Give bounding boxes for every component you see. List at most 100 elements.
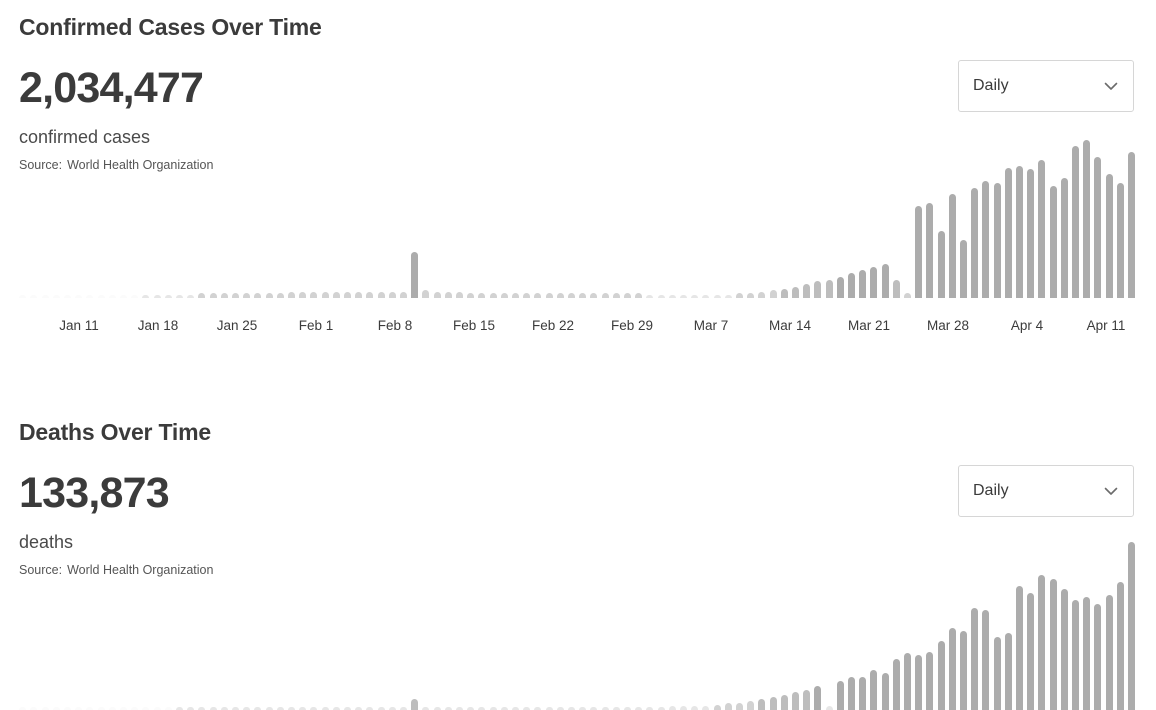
bar[interactable] xyxy=(937,230,945,298)
bar[interactable] xyxy=(814,281,822,298)
bar[interactable] xyxy=(119,295,127,298)
deaths-interval-dropdown[interactable]: Daily xyxy=(958,465,1134,517)
bar[interactable] xyxy=(679,294,687,298)
bar[interactable] xyxy=(859,677,867,710)
bar[interactable] xyxy=(489,293,497,298)
cases-interval-dropdown[interactable]: Daily xyxy=(958,60,1134,112)
bar[interactable] xyxy=(1038,574,1046,710)
bar[interactable] xyxy=(310,291,318,298)
bar[interactable] xyxy=(971,187,979,298)
bar[interactable] xyxy=(444,291,452,298)
bar[interactable] xyxy=(422,290,430,298)
bar[interactable] xyxy=(1049,578,1057,710)
bar[interactable] xyxy=(590,293,598,298)
bar[interactable] xyxy=(287,291,295,298)
bar[interactable] xyxy=(198,293,206,298)
bar[interactable] xyxy=(433,291,441,298)
bar[interactable] xyxy=(691,294,699,298)
bar[interactable] xyxy=(1004,633,1012,710)
bar[interactable] xyxy=(545,293,553,298)
bar[interactable] xyxy=(399,291,407,298)
bar[interactable] xyxy=(881,264,889,298)
bar[interactable] xyxy=(713,294,721,298)
bar[interactable] xyxy=(814,686,822,710)
bar[interactable] xyxy=(19,295,27,298)
bar[interactable] xyxy=(1060,589,1068,710)
bar[interactable] xyxy=(1049,186,1057,298)
bar[interactable] xyxy=(1083,140,1091,298)
bar[interactable] xyxy=(142,295,150,298)
bar[interactable] xyxy=(1004,167,1012,298)
bar[interactable] xyxy=(892,279,900,298)
bar[interactable] xyxy=(164,294,172,298)
bar[interactable] xyxy=(646,294,654,298)
bar[interactable] xyxy=(881,673,889,710)
bar[interactable] xyxy=(567,293,575,298)
bar[interactable] xyxy=(623,293,631,298)
bar[interactable] xyxy=(892,658,900,710)
bar[interactable] xyxy=(982,181,990,298)
bar[interactable] xyxy=(903,293,911,298)
bar[interactable] xyxy=(702,706,710,710)
bar[interactable] xyxy=(803,689,811,710)
bar[interactable] xyxy=(601,293,609,298)
bar[interactable] xyxy=(668,706,676,710)
bar[interactable] xyxy=(1015,585,1023,710)
bar[interactable] xyxy=(791,287,799,298)
bar[interactable] xyxy=(220,293,228,298)
bar[interactable] xyxy=(355,291,363,298)
bar[interactable] xyxy=(747,293,755,298)
bar[interactable] xyxy=(691,706,699,710)
bar[interactable] xyxy=(847,677,855,710)
bar[interactable] xyxy=(478,293,486,298)
bar[interactable] xyxy=(747,700,755,710)
bar[interactable] xyxy=(75,295,83,298)
bar[interactable] xyxy=(993,636,1001,710)
bar[interactable] xyxy=(1127,542,1135,710)
bar[interactable] xyxy=(724,702,732,710)
bar[interactable] xyxy=(534,293,542,298)
bar[interactable] xyxy=(948,193,956,298)
bar[interactable] xyxy=(780,288,788,298)
bar[interactable] xyxy=(859,270,867,298)
bar[interactable] xyxy=(926,202,934,298)
bar[interactable] xyxy=(903,653,911,710)
bar[interactable] xyxy=(791,691,799,710)
bar[interactable] xyxy=(187,294,195,298)
bar[interactable] xyxy=(1116,582,1124,710)
bar[interactable] xyxy=(993,182,1001,298)
bar[interactable] xyxy=(243,293,251,298)
bar[interactable] xyxy=(254,293,262,298)
bar[interactable] xyxy=(825,706,833,710)
bar[interactable] xyxy=(1071,600,1079,710)
bar[interactable] xyxy=(97,295,105,298)
bar[interactable] xyxy=(500,293,508,298)
bar[interactable] xyxy=(825,279,833,298)
bar[interactable] xyxy=(1105,173,1113,298)
bar[interactable] xyxy=(780,695,788,710)
bar[interactable] xyxy=(1094,604,1102,710)
bar[interactable] xyxy=(735,293,743,298)
bar[interactable] xyxy=(937,640,945,710)
bar[interactable] xyxy=(332,291,340,298)
bar[interactable] xyxy=(153,294,161,298)
bar[interactable] xyxy=(982,609,990,710)
bar[interactable] xyxy=(735,702,743,710)
bar[interactable] xyxy=(63,295,71,298)
bar[interactable] xyxy=(959,239,967,298)
bar[interactable] xyxy=(556,293,564,298)
bar[interactable] xyxy=(343,291,351,298)
bar[interactable] xyxy=(411,251,419,298)
bar[interactable] xyxy=(713,704,721,710)
bar[interactable] xyxy=(948,627,956,710)
bar[interactable] xyxy=(847,273,855,298)
bar[interactable] xyxy=(52,295,60,298)
bar[interactable] xyxy=(265,293,273,298)
bar[interactable] xyxy=(724,294,732,298)
bar[interactable] xyxy=(635,293,643,298)
chevron-down-icon[interactable] xyxy=(1102,482,1120,500)
bar[interactable] xyxy=(758,291,766,298)
bar[interactable] xyxy=(388,291,396,298)
bar[interactable] xyxy=(467,293,475,298)
bar[interactable] xyxy=(915,655,923,710)
